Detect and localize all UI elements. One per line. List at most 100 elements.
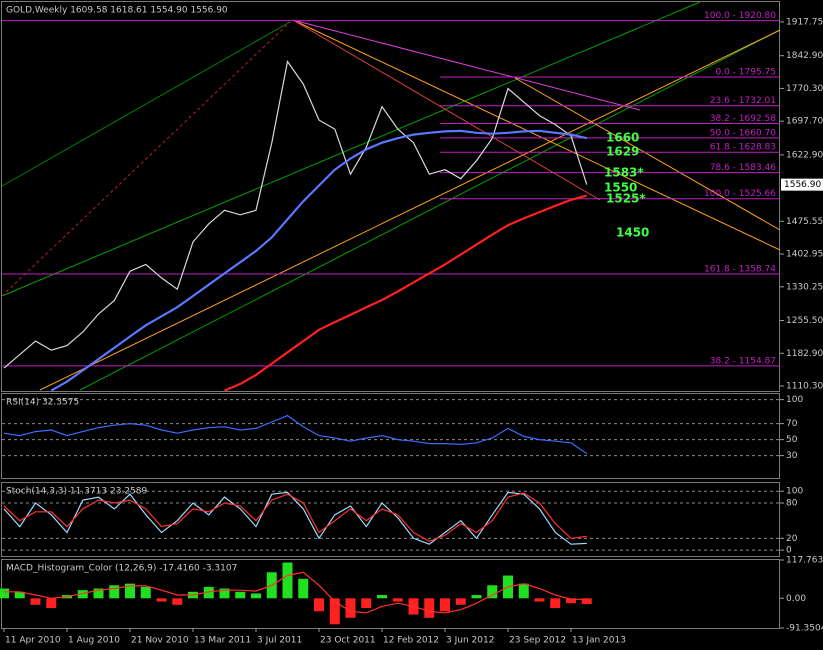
x-tick-label: 13 Mar 2011: [194, 636, 251, 646]
y-tick-label: 50: [786, 435, 798, 445]
histogram-bar: [77, 590, 88, 599]
y-tick-label: 100: [786, 487, 803, 497]
y-tick-label: -91.3504: [786, 624, 823, 634]
annotation: 1525*: [606, 192, 646, 206]
y-tick-label: 0.00: [786, 594, 806, 604]
y-tick-label: 1697.70: [786, 117, 823, 127]
series-line: [3, 491, 587, 545]
histogram-bar: [235, 591, 246, 599]
annotation: 1583*: [604, 165, 644, 179]
histogram-bar: [377, 595, 387, 599]
histogram-bar: [314, 598, 324, 612]
panel-title: RSI(14) 32.3575: [6, 398, 79, 408]
trendline: [292, 19, 601, 201]
histogram-bar: [566, 598, 576, 604]
y-tick-label: 1330.25: [786, 282, 823, 292]
x-tick-label: 3 Jun 2012: [446, 636, 494, 646]
frame: [1, 1, 780, 392]
fib-label: 161.8 - 1358.74: [704, 264, 776, 274]
last-price-box: [781, 178, 823, 191]
x-tick-label: 23 Sep 2012: [509, 636, 566, 646]
frame: [1, 393, 780, 479]
x-tick-label: 11 Apr 2010: [5, 636, 61, 646]
x-tick-label: 23 Oct 2011: [320, 636, 376, 646]
y-tick-label: 1917.75: [786, 17, 823, 27]
x-tick-label: 1 Aug 2010: [68, 636, 120, 646]
histogram-bar: [219, 588, 230, 599]
series-line: [3, 414, 588, 455]
histogram-bar: [109, 585, 120, 599]
histogram-bar: [203, 586, 214, 599]
histogram-bar: [550, 598, 561, 609]
y-tick-label: 0: [786, 546, 792, 556]
annotation: 1450: [616, 225, 649, 239]
histogram-bar: [424, 598, 435, 618]
y-tick-label: 1402.95: [786, 250, 823, 260]
trendlines: [1, 1, 781, 391]
fib-label: 100.0 - 1920.80: [704, 11, 776, 21]
y-tick-label: 30: [786, 451, 798, 461]
histogram-bar: [487, 585, 498, 599]
histogram-bar: [30, 598, 41, 605]
series-line: [224, 194, 588, 392]
x-tick-label: 3 Jul 2011: [257, 636, 302, 646]
panel-title: GOLD,Weekly 1609.58 1618.61 1554.90 1556…: [6, 6, 228, 16]
trendline: [1, 1, 701, 297]
fib-label: 0.0 - 1795.75: [716, 67, 777, 77]
fib-label: 61.8 - 1628.83: [710, 143, 776, 153]
y-tick-label: 1475.55: [786, 217, 823, 227]
y-tick-label: 1255.50: [786, 316, 823, 326]
y-tick-label: 1770.30: [786, 84, 823, 94]
x-tick-label: 21 Nov 2010: [131, 636, 189, 646]
y-tick-label: 1842.90: [786, 51, 823, 61]
trendline: [292, 19, 781, 251]
trendline: [514, 77, 781, 231]
y-tick-label: 1622.90: [786, 150, 823, 160]
y-tick-label: 80: [786, 499, 798, 509]
y-tick-label: 1182.90: [786, 349, 823, 359]
histogram-bar: [251, 593, 261, 599]
trendline: [1, 21, 291, 187]
series-line: [3, 492, 587, 542]
y-tick-label: 100: [786, 395, 803, 405]
y-tick-label: 20: [786, 534, 798, 544]
annotation: 1660: [606, 131, 639, 145]
histogram-bar: [455, 598, 466, 605]
trendline: [1, 21, 291, 297]
fib-label: 78.6 - 1583.46: [710, 163, 776, 173]
histogram-bar: [156, 598, 167, 602]
histogram-bar: [125, 583, 135, 599]
histogram-bar: [0, 588, 9, 599]
trendline: [39, 29, 781, 391]
histogram-bar: [14, 591, 25, 599]
fib-label: 50.0 - 1660.70: [710, 128, 776, 138]
histogram-bar: [471, 595, 482, 599]
panel-title: MACD_Histogram_Color (12,26,9) -17.4160 …: [6, 564, 237, 574]
series-line: [50, 129, 588, 392]
y-tick-label: 117.7639: [786, 556, 823, 566]
y-tick-label: 70: [786, 419, 798, 429]
frame: [1, 482, 780, 557]
trendline: [79, 29, 781, 391]
histogram-bar: [282, 562, 293, 599]
histogram-bar: [140, 586, 151, 599]
fib-label: 23.6 - 1732.01: [710, 96, 776, 106]
histogram-bar: [392, 598, 403, 602]
histogram-bar: [518, 583, 529, 599]
histogram-bar: [298, 578, 309, 599]
panel-title: Stoch(14,3,3) 11.3713 23.2589: [6, 487, 147, 497]
histogram-bar: [46, 598, 57, 609]
fib-label: 38.2 - 1154.87: [710, 356, 776, 366]
trendline: [292, 19, 641, 111]
histogram-bar: [361, 598, 372, 609]
histogram-bar: [534, 598, 545, 602]
histogram-bar: [345, 598, 356, 618]
annotation: 1550: [604, 180, 637, 194]
histogram-bar: [93, 588, 104, 599]
series-line: [3, 59, 588, 369]
histogram-bar: [581, 598, 592, 604]
last-price-label: 1556.90: [784, 180, 821, 190]
